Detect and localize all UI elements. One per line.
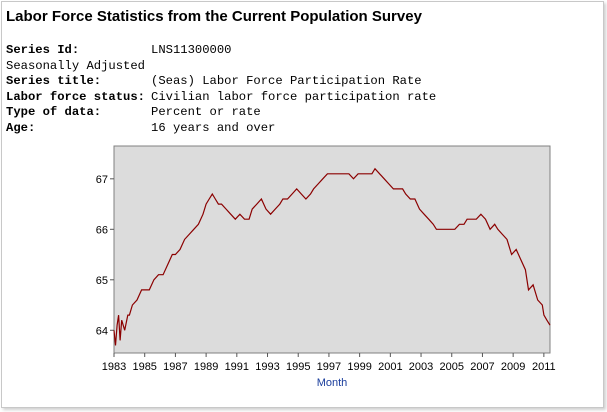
status-label: Labor force status:: [6, 89, 145, 104]
series-id-label: Series Id:: [6, 43, 80, 57]
x-axis-title: Month: [317, 377, 348, 389]
series-title-row: Series title: (Seas) Labor Force Partici…: [6, 74, 436, 90]
seasonal-row: Seasonally Adjusted: [6, 59, 436, 75]
x-tick-label: 1991: [225, 361, 249, 373]
type-row: Type of data: Percent or rate: [6, 105, 436, 121]
x-tick-label: 1989: [194, 361, 218, 373]
y-tick-label: 65: [96, 275, 108, 287]
plot-area: [113, 145, 551, 354]
x-tick-label: 2009: [501, 361, 525, 373]
x-tick-label: 2005: [440, 361, 464, 373]
x-tick-label: 2007: [470, 361, 494, 373]
y-tick-label: 64: [96, 325, 108, 337]
age-value: 16 years and over: [151, 120, 276, 135]
x-tick-label: 2003: [409, 361, 433, 373]
x-tick-label: 1997: [317, 361, 341, 373]
x-tick-label: 2011: [532, 361, 556, 373]
type-label: Type of data:: [6, 105, 102, 119]
series-title-label: Series title:: [6, 74, 102, 88]
age-row: Age: 16 years and over: [6, 121, 436, 137]
x-tick-label: 1987: [163, 361, 187, 373]
series-title-value: (Seas) Labor Force Participation Rate: [151, 74, 422, 88]
page-title: Labor Force Statistics from the Current …: [6, 8, 422, 25]
x-tick-label: 1985: [132, 361, 156, 373]
y-tick-label: 66: [96, 224, 108, 236]
type-value: Percent or rate: [151, 105, 261, 119]
series-id-row: Series Id: LNS11300000: [6, 43, 436, 59]
x-tick-label: 1993: [255, 361, 279, 373]
seasonal-adjustment: Seasonally Adjusted: [6, 58, 145, 73]
x-axis: 1983 1985 1987 1989 1991 1993 1995 1997 1999 2001…: [102, 353, 556, 373]
x-tick-label: 1999: [347, 361, 371, 373]
status-value: Civilian labor force participation rate: [151, 89, 437, 104]
x-tick-label: 1995: [286, 361, 310, 373]
status-row: Labor force status: Civilian labor force…: [6, 90, 436, 106]
series-line: [113, 167, 551, 346]
series-id-value: LNS11300000: [151, 43, 232, 57]
series-metadata: Series Id: LNS11300000 Seasonally Adjust…: [6, 43, 436, 136]
x-tick-label: 2001: [378, 361, 402, 373]
y-axis: 64 65 66 67: [96, 174, 114, 337]
y-tick-label: 67: [96, 174, 108, 186]
x-tick-label: 1983: [102, 361, 126, 373]
age-label: Age:: [6, 120, 36, 135]
